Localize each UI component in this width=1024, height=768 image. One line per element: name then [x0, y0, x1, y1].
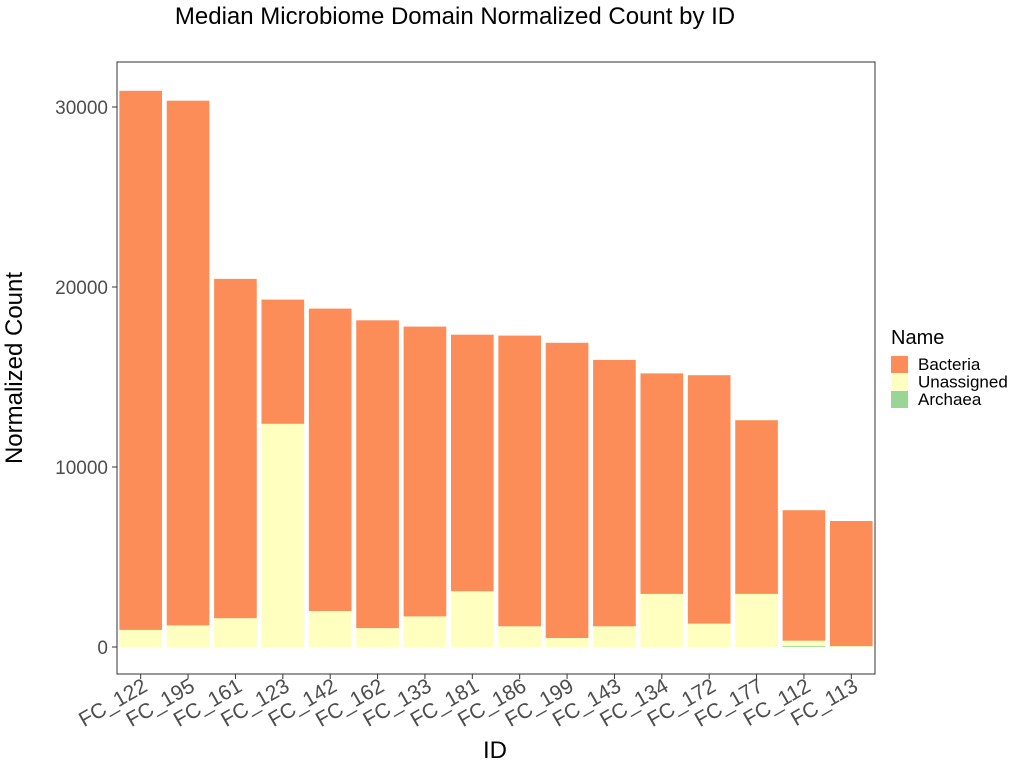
bar-fc-122-bacteria [119, 90, 163, 630]
y-tick-label: 20000 [55, 278, 108, 299]
bar-fc-181-bacteria [450, 334, 494, 592]
bar-fc-181-unassigned [450, 591, 494, 647]
bar-fc-161-bacteria [214, 278, 257, 619]
y-tick-label: 30000 [55, 98, 108, 119]
bar-fc-186-bacteria [498, 335, 542, 627]
bars-group [119, 90, 873, 647]
legend-swatch-bacteria [891, 356, 908, 373]
bar-fc-122-unassigned [119, 629, 163, 647]
bar-fc-186-unassigned [498, 626, 542, 647]
y-axis-title: Normalized Count [1, 272, 28, 464]
chart-title: Median Microbiome Domain Normalized Coun… [175, 3, 735, 30]
bar-fc-133-bacteria [403, 326, 447, 617]
bar-fc-113-bacteria [829, 521, 873, 647]
bar-fc-162-bacteria [356, 320, 399, 629]
bar-fc-142-bacteria [308, 308, 352, 611]
bar-fc-142-unassigned [308, 611, 352, 647]
bar-fc-134-unassigned [640, 593, 684, 647]
bar-fc-143-unassigned [593, 626, 636, 647]
legend-swatch-archaea [891, 391, 908, 408]
bar-fc-162-unassigned [356, 628, 399, 647]
bar-fc-112-unassigned [782, 640, 826, 647]
y-tick-label: 10000 [55, 458, 108, 479]
bar-fc-172-bacteria [687, 375, 731, 624]
bar-fc-177-unassigned [735, 593, 778, 647]
bar-fc-177-bacteria [735, 420, 778, 594]
bar-fc-112-bacteria [782, 510, 826, 641]
bar-fc-123-unassigned [261, 423, 305, 647]
bar-fc-113-unassigned [829, 646, 873, 647]
bar-fc-195-bacteria [166, 100, 210, 626]
x-axis: FC_122FC_195FC_161FC_123FC_142FC_162FC_1… [75, 674, 862, 732]
y-tick-label: 0 [97, 638, 108, 659]
bar-fc-199-unassigned [545, 638, 589, 647]
legend-title: Name [891, 327, 944, 349]
x-axis-title: ID [483, 737, 507, 764]
bar-fc-199-bacteria [545, 342, 589, 638]
legend-swatch-unassigned [891, 373, 908, 391]
legend-label-bacteria: Bacteria [918, 355, 981, 374]
bar-fc-133-unassigned [403, 616, 447, 647]
bar-fc-134-bacteria [640, 373, 684, 594]
y-axis: 0 10000 20000 30000 [55, 98, 117, 659]
legend-label-archaea: Archaea [918, 390, 982, 409]
bar-fc-172-unassigned [687, 623, 731, 647]
bar-fc-143-bacteria [593, 359, 636, 627]
legend-label-unassigned: Unassigned [918, 373, 1008, 392]
bar-fc-195-unassigned [166, 625, 210, 647]
bar-fc-161-unassigned [214, 618, 257, 647]
bar-fc-112-archaea [782, 646, 826, 647]
bar-fc-123-bacteria [261, 299, 305, 424]
